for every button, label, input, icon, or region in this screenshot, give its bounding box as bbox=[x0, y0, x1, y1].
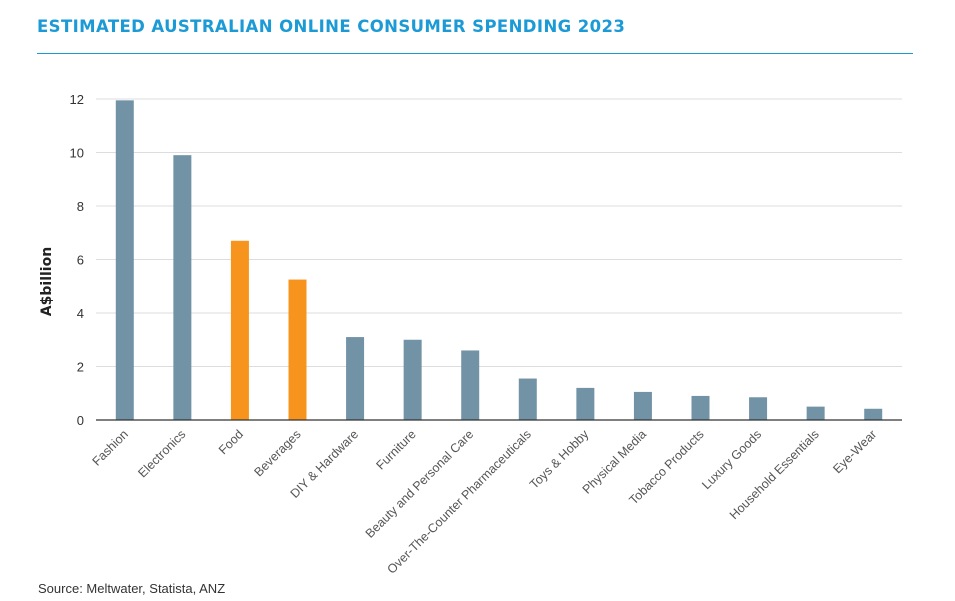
bar bbox=[173, 155, 192, 421]
y-tick-label: 4 bbox=[77, 306, 84, 321]
bar bbox=[864, 408, 883, 420]
y-tick-label: 8 bbox=[77, 199, 84, 214]
y-tick-label: 6 bbox=[77, 253, 84, 268]
x-category-label: Toys & Hobby bbox=[527, 427, 592, 492]
bar bbox=[633, 391, 652, 420]
bar bbox=[749, 397, 768, 420]
x-category-label: Eye-Wear bbox=[830, 427, 879, 476]
grid-lines bbox=[96, 98, 902, 367]
y-tick-label: 10 bbox=[70, 146, 84, 161]
x-category-label: Food bbox=[216, 427, 246, 457]
bar bbox=[346, 337, 365, 420]
x-category-label: Fashion bbox=[90, 427, 131, 468]
x-category-label: Beauty and Personal Care bbox=[363, 427, 477, 541]
x-category-label: Luxury Goods bbox=[699, 427, 764, 492]
y-tick-label: 0 bbox=[77, 413, 84, 428]
x-category-label: Beverages bbox=[251, 427, 303, 479]
bar bbox=[691, 395, 710, 420]
bar bbox=[115, 100, 134, 421]
y-tick-label: 12 bbox=[70, 92, 84, 107]
bar bbox=[461, 350, 480, 420]
bar bbox=[806, 406, 825, 420]
y-tick-label: 2 bbox=[77, 360, 84, 375]
x-category-label: Furniture bbox=[373, 427, 418, 472]
bar bbox=[403, 339, 422, 420]
chart-title: ESTIMATED AUSTRALIAN ONLINE CONSUMER SPE… bbox=[37, 17, 626, 36]
x-category-label: Electronics bbox=[135, 427, 188, 480]
bar bbox=[230, 240, 249, 420]
bars bbox=[115, 100, 883, 421]
source-note: Source: Meltwater, Statista, ANZ bbox=[38, 581, 226, 596]
bar bbox=[576, 387, 595, 420]
y-axis-ticks: 0 2 4 6 8 10 12 bbox=[70, 92, 84, 428]
y-axis-title: A$billion bbox=[39, 247, 55, 316]
title-divider bbox=[37, 53, 913, 54]
bar bbox=[518, 378, 537, 420]
bar bbox=[288, 279, 307, 420]
